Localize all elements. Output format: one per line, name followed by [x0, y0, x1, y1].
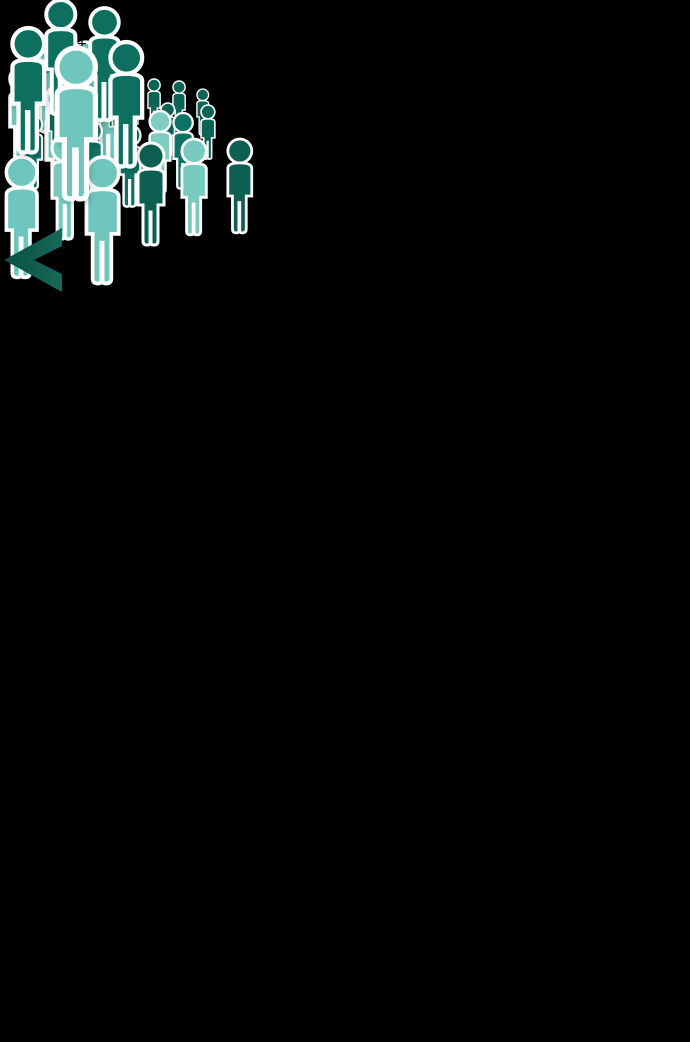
panel-1-headline: In a retrospective study,: [0, 0, 169, 17]
note-text: as demonstrated by real-world data: [0, 364, 251, 382]
five-year-survival-panel: <20% of patients survive 5 years as demo…: [0, 0, 690, 382]
percent-symbol-low: %: [31, 0, 46, 17]
panel-3-card: <20% of patients survive 5 years as demo…: [0, 0, 690, 382]
stat-number: 20: [9, 305, 28, 322]
panel-3-stat-line2: survive 5 years: [0, 341, 108, 358]
five-people-one-highlighted-icon: [0, 0, 690, 220]
stat-comparator: <: [0, 305, 10, 322]
approx-tilde: ~: [0, 18, 10, 35]
approx-tilde: ~: [0, 0, 10, 17]
citation-superscript: 4-6†: [195, 54, 223, 69]
panel-3-stat-trailing: of patients: [0, 323, 74, 340]
panel-3-note: as demonstrated by real-world data7: [0, 359, 690, 382]
left-pointing-chevron-arrow-icon: [0, 220, 690, 305]
percent-symbol: %: [27, 305, 42, 322]
panel-3-stat: <20%: [0, 305, 690, 323]
citation-superscript: 7: [250, 359, 259, 374]
stat-number-low: 25: [9, 0, 28, 17]
